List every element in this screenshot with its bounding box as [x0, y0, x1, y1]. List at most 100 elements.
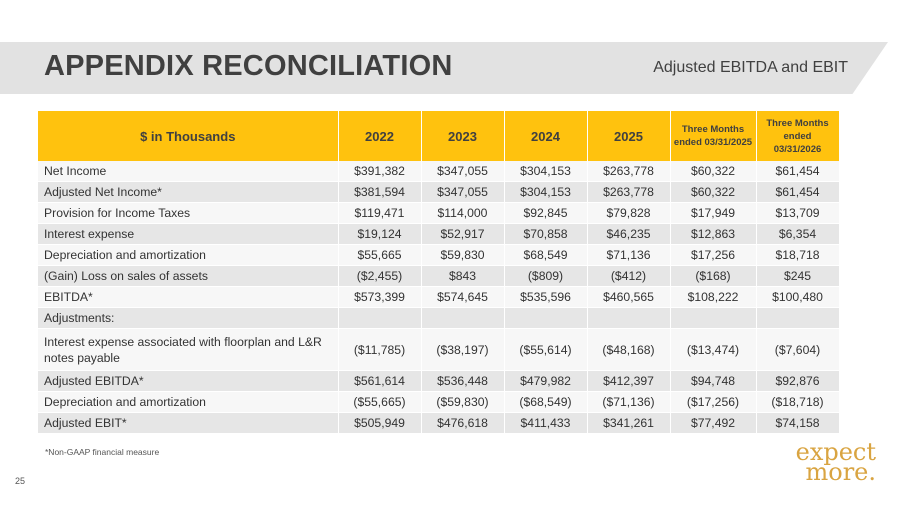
table-cell: ($68,549) — [504, 391, 588, 413]
table-cell: $341,261 — [587, 412, 671, 434]
column-header: 2024 — [504, 111, 588, 161]
table-cell: ($809) — [504, 265, 588, 287]
column-header: Three Months ended 03/31/2025 — [670, 111, 757, 161]
table-cell: $412,397 — [587, 370, 671, 392]
table-cell: $505,949 — [338, 412, 422, 434]
table-row: Adjusted EBIT* $505,949 $476,618 $411,433 $3… — [38, 412, 840, 434]
title-banner — [0, 42, 888, 94]
table-cell: $574,645 — [421, 286, 505, 308]
table-cell: $17,949 — [670, 202, 757, 224]
row-label: Adjusted Net Income* — [38, 181, 339, 203]
table-cell: $55,665 — [338, 244, 422, 266]
table-cell: $60,322 — [670, 161, 757, 182]
table-cell: $245 — [756, 265, 840, 287]
column-header: Three Months ended 03/31/2026 — [756, 111, 840, 161]
table-cell: ($55,665) — [338, 391, 422, 413]
page-number: 25 — [15, 476, 26, 486]
table-cell: ($48,168) — [587, 328, 671, 371]
table-cell: $94,748 — [670, 370, 757, 392]
table-cell: ($13,474) — [670, 328, 757, 371]
table-row: Adjusted Net Income* $381,594 $347,055 $304… — [38, 181, 840, 203]
table-cell: $18,718 — [756, 244, 840, 266]
table-cell: ($38,197) — [421, 328, 505, 371]
table-cell: $391,382 — [338, 161, 422, 182]
row-label: Provision for Income Taxes — [38, 202, 339, 224]
row-label: Net Income — [38, 161, 339, 182]
table-cell: ($2,455) — [338, 265, 422, 287]
table-cell: $6,354 — [756, 223, 840, 245]
row-label: Interest expense associated with floorpl… — [38, 328, 339, 371]
table-cell: $77,492 — [670, 412, 757, 434]
table-cell: ($59,830) — [421, 391, 505, 413]
page-subtitle: Adjusted EBITDA and EBIT — [653, 59, 848, 76]
table-cell — [421, 307, 505, 329]
row-label: Adjusted EBIT* — [38, 412, 339, 434]
table-row: Interest expense associated with floorpl… — [38, 328, 840, 371]
column-header: $ in Thousands — [38, 111, 339, 161]
table-row: Provision for Income Taxes $119,471 $114,0… — [38, 202, 840, 224]
row-label: EBITDA* — [38, 286, 339, 308]
table-cell: $61,454 — [756, 161, 840, 182]
row-label: Adjusted EBITDA* — [38, 370, 339, 392]
table-cell — [587, 307, 671, 329]
reconciliation-table: $ in Thousands 2022 2023 2024 2025 Three… — [38, 111, 840, 434]
table-cell: $100,480 — [756, 286, 840, 308]
table-cell: ($11,785) — [338, 328, 422, 371]
table-cell: $46,235 — [587, 223, 671, 245]
table-cell: $561,614 — [338, 370, 422, 392]
table-cell: $479,982 — [504, 370, 588, 392]
row-label: Depreciation and amortization — [38, 244, 339, 266]
table-cell: $476,618 — [421, 412, 505, 434]
table-cell: $347,055 — [421, 161, 505, 182]
table-header-row: $ in Thousands 2022 2023 2024 2025 Three… — [38, 111, 840, 161]
column-header: 2023 — [421, 111, 505, 161]
table-cell: ($168) — [670, 265, 757, 287]
table-row: Net Income $391,382 $347,055 $304,153 $263,7… — [38, 161, 840, 182]
footnote: *Non-GAAP financial measure — [45, 447, 160, 457]
table-cell: $52,917 — [421, 223, 505, 245]
table-cell: $535,596 — [504, 286, 588, 308]
table-cell: $17,256 — [670, 244, 757, 266]
table-cell: $60,322 — [670, 181, 757, 203]
table-cell: $460,565 — [587, 286, 671, 308]
table-cell: $263,778 — [587, 161, 671, 182]
row-label: Interest expense — [38, 223, 339, 245]
table-cell: $59,830 — [421, 244, 505, 266]
table-cell: ($55,614) — [504, 328, 588, 371]
table-cell: $411,433 — [504, 412, 588, 434]
table-cell: ($17,256) — [670, 391, 757, 413]
table-cell: $573,399 — [338, 286, 422, 308]
table-cell: $536,448 — [421, 370, 505, 392]
table-cell: $70,858 — [504, 223, 588, 245]
table-cell: $381,594 — [338, 181, 422, 203]
table-cell: $92,876 — [756, 370, 840, 392]
table-cell: $347,055 — [421, 181, 505, 203]
table-row: EBITDA* $573,399 $574,645 $535,596 $460,565 $… — [38, 286, 840, 308]
table-cell: $12,863 — [670, 223, 757, 245]
table-cell — [756, 307, 840, 329]
row-label: Depreciation and amortization — [38, 391, 339, 413]
table-cell: $61,454 — [756, 181, 840, 203]
table-cell: $19,124 — [338, 223, 422, 245]
table-cell: $843 — [421, 265, 505, 287]
table-cell: ($18,718) — [756, 391, 840, 413]
table-cell: $263,778 — [587, 181, 671, 203]
table-cell: $304,153 — [504, 181, 588, 203]
table-cell: $119,471 — [338, 202, 422, 224]
table-cell — [338, 307, 422, 329]
table-cell — [670, 307, 757, 329]
table-cell: $68,549 — [504, 244, 588, 266]
table-cell: $304,153 — [504, 161, 588, 182]
logo-line1: expect — [795, 438, 876, 466]
table-cell: $79,828 — [587, 202, 671, 224]
table-cell: $74,158 — [756, 412, 840, 434]
table-row: (Gain) Loss on sales of assets ($2,455) $8… — [38, 265, 840, 287]
column-header: 2022 — [338, 111, 422, 161]
column-header: 2025 — [587, 111, 671, 161]
table-row: Adjustments: — [38, 307, 840, 329]
row-label: Adjustments: — [38, 307, 339, 329]
table-cell: ($7,604) — [756, 328, 840, 371]
table-cell: ($71,136) — [587, 391, 671, 413]
table-cell: $114,000 — [421, 202, 505, 224]
table-cell: ($412) — [587, 265, 671, 287]
